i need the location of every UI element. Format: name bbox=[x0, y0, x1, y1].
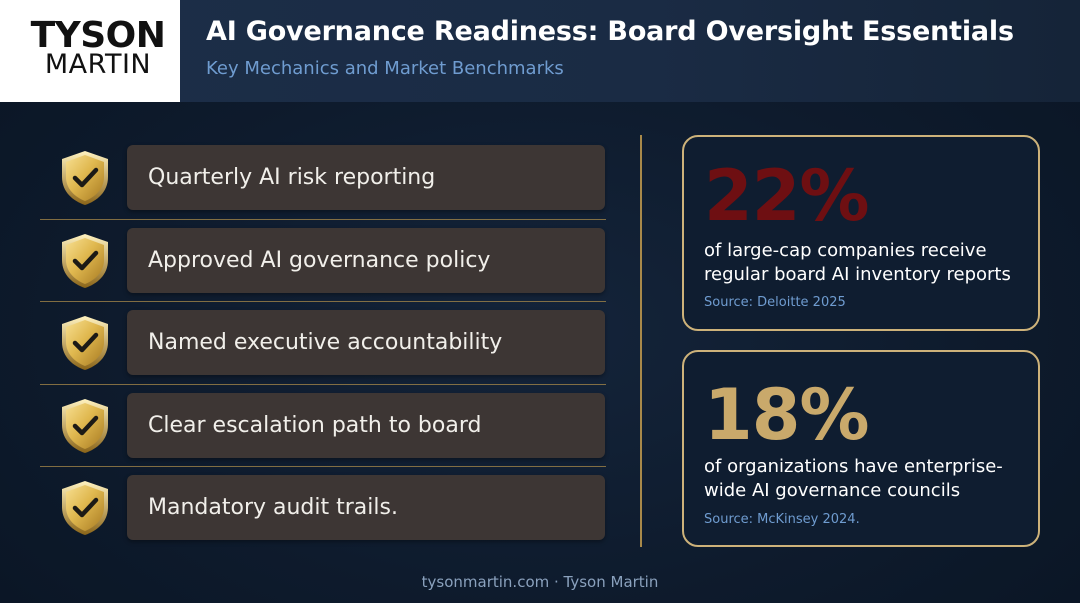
checklist-item: Clear escalation path to board bbox=[40, 385, 606, 467]
stat-card: 18% of organizations have enterprise-wid… bbox=[682, 350, 1040, 547]
header-bar: TYSON MARTIN AI Governance Readiness: Bo… bbox=[0, 0, 1080, 102]
stat-card: 22% of large-cap companies receive regul… bbox=[682, 135, 1040, 331]
row-divider bbox=[40, 301, 606, 302]
checklist-item-label: Mandatory audit trails. bbox=[148, 495, 398, 520]
logo-line-2: MARTIN bbox=[44, 49, 152, 80]
shield-check-icon bbox=[58, 149, 112, 207]
checklist: Quarterly AI risk reporting Approved AI … bbox=[40, 137, 606, 550]
checklist-item: Named executive accountability bbox=[40, 302, 606, 385]
stat-source: Source: Deloitte 2025 bbox=[704, 295, 846, 310]
checklist-item-box: Approved AI governance policy bbox=[127, 227, 605, 293]
logo: TYSON MARTIN bbox=[0, 0, 180, 102]
checklist-item-box: Mandatory audit trails. bbox=[127, 475, 605, 540]
checklist-item-box: Named executive accountability bbox=[127, 310, 605, 375]
page-title: AI Governance Readiness: Board Oversight… bbox=[206, 16, 1014, 47]
shield-check-icon bbox=[58, 232, 112, 290]
checklist-item-label: Approved AI governance policy bbox=[148, 247, 491, 273]
footer-credit: tysonmartin.com · Tyson Martin bbox=[421, 573, 659, 591]
checklist-item: Approved AI governance policy bbox=[40, 220, 606, 302]
checklist-item-label: Clear escalation path to board bbox=[148, 412, 482, 438]
checklist-item: Mandatory audit trails. bbox=[40, 467, 606, 550]
row-divider bbox=[40, 466, 606, 467]
stat-description: of large-cap companies receive regular b… bbox=[704, 240, 1011, 285]
checklist-item-box: Quarterly AI risk reporting bbox=[127, 145, 605, 210]
logo-line-1: TYSON bbox=[30, 15, 166, 56]
stat-value: 22% bbox=[704, 155, 870, 237]
stat-description: of organizations have enterprise-wide AI… bbox=[704, 456, 1003, 501]
page-subtitle: Key Mechanics and Market Benchmarks bbox=[206, 58, 564, 79]
shield-check-icon bbox=[58, 314, 112, 372]
row-divider bbox=[40, 218, 606, 220]
checklist-item-label: Quarterly AI risk reporting bbox=[148, 165, 436, 190]
vertical-divider bbox=[640, 135, 642, 547]
stat-source: Source: McKinsey 2024. bbox=[704, 512, 860, 527]
row-divider bbox=[40, 383, 606, 385]
checklist-item: Quarterly AI risk reporting bbox=[40, 137, 606, 220]
stat-value: 18% bbox=[704, 374, 870, 456]
shield-check-icon bbox=[58, 479, 112, 537]
checklist-item-label: Named executive accountability bbox=[148, 330, 503, 355]
shield-check-icon bbox=[58, 397, 112, 455]
checklist-item-box: Clear escalation path to board bbox=[127, 392, 605, 458]
